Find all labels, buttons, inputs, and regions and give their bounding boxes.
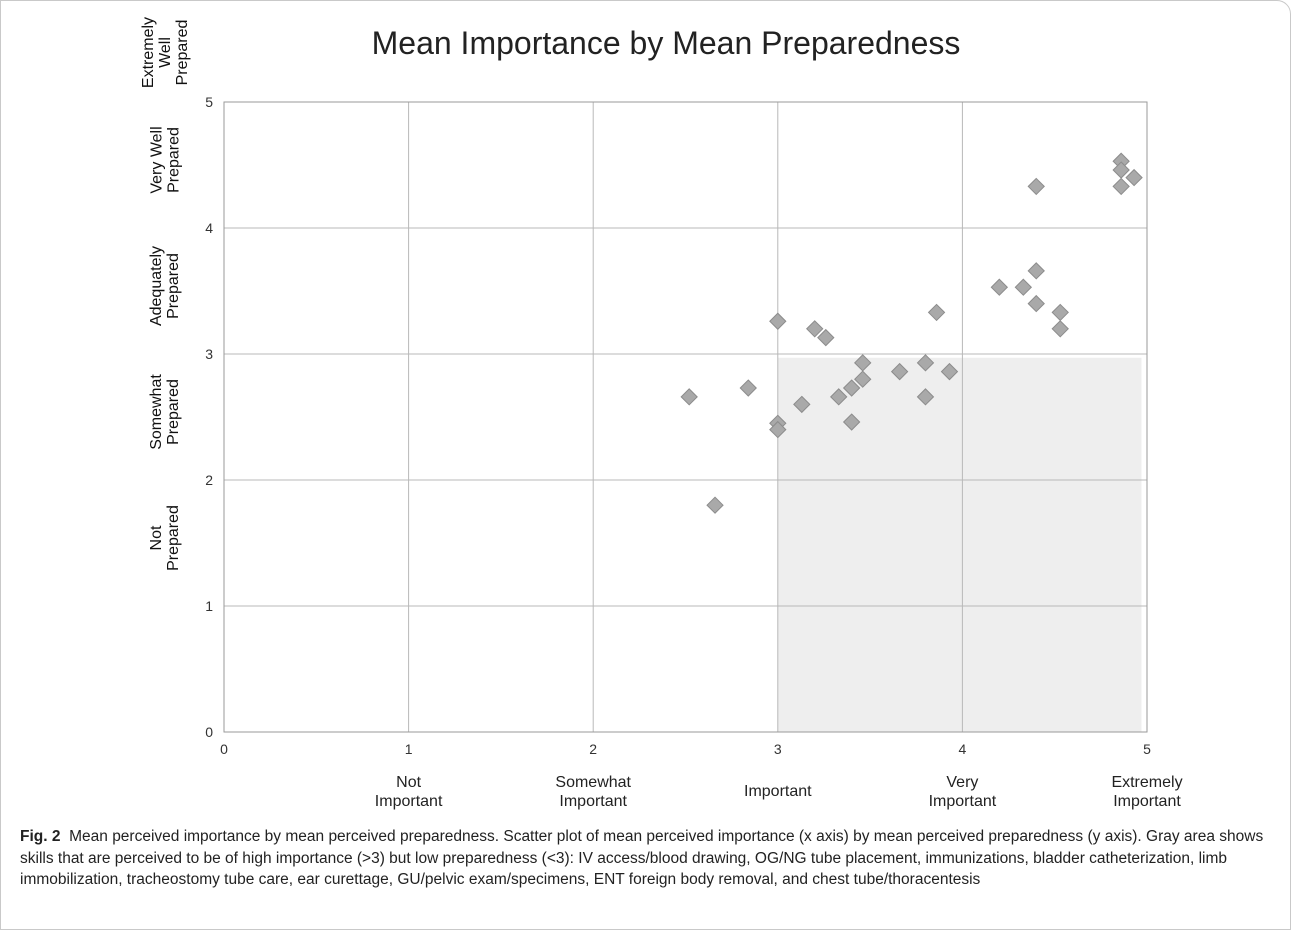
- data-point: [1027, 177, 1045, 196]
- y-category-line: Extremely: [139, 16, 157, 88]
- data-point: [916, 388, 935, 406]
- data-point: [1112, 161, 1130, 179]
- data-point: [706, 496, 724, 514]
- x-category-label: Somewhat Important: [528, 773, 658, 811]
- scatter-chart: Mean Importance by Mean Preparedness 0 1 2…: [205, 25, 1151, 757]
- data-point: [916, 354, 935, 372]
- data-point: [854, 370, 872, 388]
- data-point: [769, 312, 787, 330]
- data-point: [1125, 168, 1143, 187]
- x-category-line: Important: [928, 793, 997, 810]
- data-point: [940, 362, 959, 381]
- x-category-line: Somewhat: [555, 774, 631, 791]
- data-point: [1027, 262, 1045, 280]
- y-category-line: Prepared: [173, 19, 191, 85]
- data-point: [1014, 278, 1033, 296]
- x-tick-label: 3: [774, 741, 782, 757]
- data-point: [793, 395, 811, 414]
- chart-title: Mean Importance by Mean Preparedness: [372, 25, 961, 61]
- data-point: [769, 420, 787, 439]
- data-point: [1051, 320, 1069, 338]
- data-point: [806, 320, 824, 338]
- x-category-line: Very: [946, 774, 979, 791]
- data-point: [890, 362, 909, 381]
- x-category-line: Important: [374, 793, 443, 810]
- data-point: [927, 303, 946, 322]
- plot-border: [223, 101, 1148, 733]
- x-tick-label: 4: [959, 741, 967, 757]
- y-tick-label: 0: [205, 724, 213, 740]
- data-point: [680, 388, 698, 406]
- y-tick-label: 3: [205, 346, 213, 362]
- data-point: [830, 388, 848, 406]
- y-tick-label: 4: [205, 220, 213, 236]
- x-category-line: Important: [1113, 793, 1181, 810]
- x-category-line: Important: [559, 793, 627, 810]
- x-category-line: Not: [396, 774, 422, 791]
- caption-text: Mean perceived importance by mean percei…: [20, 828, 1264, 888]
- y-category-line: Somewhat: [147, 374, 165, 450]
- data-point: [842, 413, 861, 431]
- data-point: [1051, 303, 1069, 322]
- y-category-label: Somewhat Prepared: [148, 374, 182, 450]
- data-point: [1027, 294, 1045, 313]
- y-category-label: Very Well Prepared: [148, 126, 182, 193]
- x-tick-label: 2: [589, 741, 597, 757]
- x-tick-label: 1: [405, 741, 413, 757]
- y-category-label: Extremely Well Prepared: [140, 16, 191, 87]
- y-category-line: Adequately: [148, 245, 166, 327]
- figure-caption: Fig. 2 Mean perceived importance by mean…: [20, 826, 1275, 891]
- y-category-line: Well: [156, 36, 174, 68]
- x-tick-label: 0: [220, 741, 228, 757]
- data-point: [842, 379, 861, 397]
- x-category-label: Extremely Important: [1082, 773, 1212, 811]
- y-tick-label: 2: [205, 472, 213, 488]
- caption-label: Fig. 2: [20, 828, 61, 845]
- y-category-line: Prepared: [165, 127, 183, 193]
- y-category-line: Prepared: [165, 253, 183, 319]
- data-point: [990, 278, 1009, 296]
- y-category-line: Very Well: [148, 126, 166, 194]
- shaded-region: [777, 357, 1142, 732]
- x-category-line: Important: [744, 783, 812, 800]
- y-tick-label: 1: [205, 598, 213, 614]
- x-category-label: Important: [713, 782, 843, 801]
- y-tick-label: 5: [205, 94, 213, 110]
- x-category-label: Not Important: [344, 773, 474, 811]
- x-category-label: Very Important: [897, 773, 1027, 811]
- x-tick-label: 5: [1143, 741, 1151, 757]
- data-point: [1112, 177, 1130, 196]
- y-category-label: Adequately Prepared: [148, 246, 182, 326]
- y-category-line: Not: [147, 525, 165, 551]
- data-point: [739, 379, 757, 397]
- y-category-label: Not Prepared: [148, 505, 182, 571]
- y-category-line: Prepared: [164, 379, 182, 445]
- x-category-line: Extremely: [1111, 774, 1183, 791]
- y-category-line: Prepared: [164, 505, 182, 571]
- data-point: [817, 328, 835, 347]
